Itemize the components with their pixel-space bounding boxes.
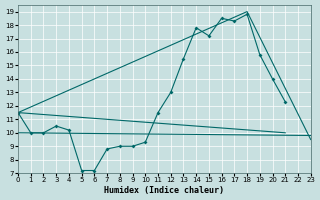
X-axis label: Humidex (Indice chaleur): Humidex (Indice chaleur) (104, 186, 224, 195)
